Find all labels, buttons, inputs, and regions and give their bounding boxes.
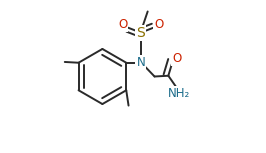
Text: S: S [136,26,145,40]
Text: O: O [118,19,127,31]
Text: O: O [172,52,181,65]
Text: O: O [154,19,163,31]
Text: N: N [136,56,145,69]
Text: NH₂: NH₂ [168,87,191,99]
